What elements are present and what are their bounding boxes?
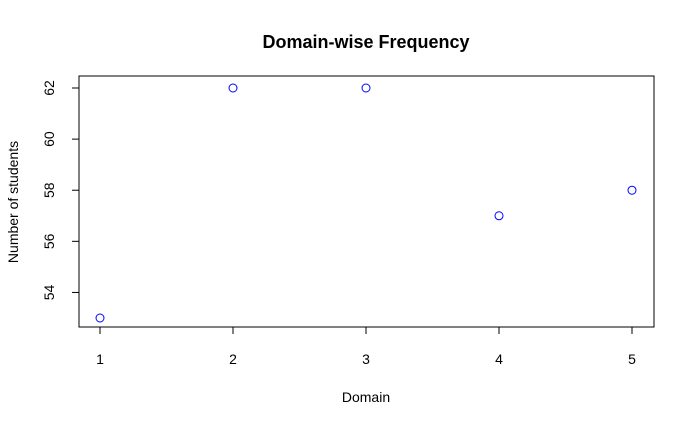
x-axis: 1 2 3 4 5 (96, 327, 636, 367)
x-tick-label: 3 (362, 351, 370, 367)
data-point (627, 185, 637, 195)
y-tick-label: 54 (41, 284, 57, 300)
x-tick-label: 2 (229, 351, 237, 367)
y-tick-label: 62 (41, 80, 57, 96)
y-axis-label: Number of students (5, 141, 21, 263)
y-axis: 54 56 58 60 62 (41, 80, 79, 300)
x-axis-label: Domain (342, 389, 390, 405)
x-tick-label: 4 (495, 351, 503, 367)
data-points (95, 83, 637, 323)
data-point (494, 211, 504, 221)
data-point (95, 313, 105, 323)
y-tick-label: 56 (41, 233, 57, 249)
data-point (228, 83, 238, 93)
x-tick-label: 5 (628, 351, 636, 367)
plot-frame (78, 75, 655, 328)
x-tick-label: 1 (96, 351, 104, 367)
chart-title: Domain-wise Frequency (262, 32, 469, 52)
y-tick-label: 60 (41, 131, 57, 147)
y-tick-label: 58 (41, 182, 57, 198)
data-point (361, 83, 371, 93)
